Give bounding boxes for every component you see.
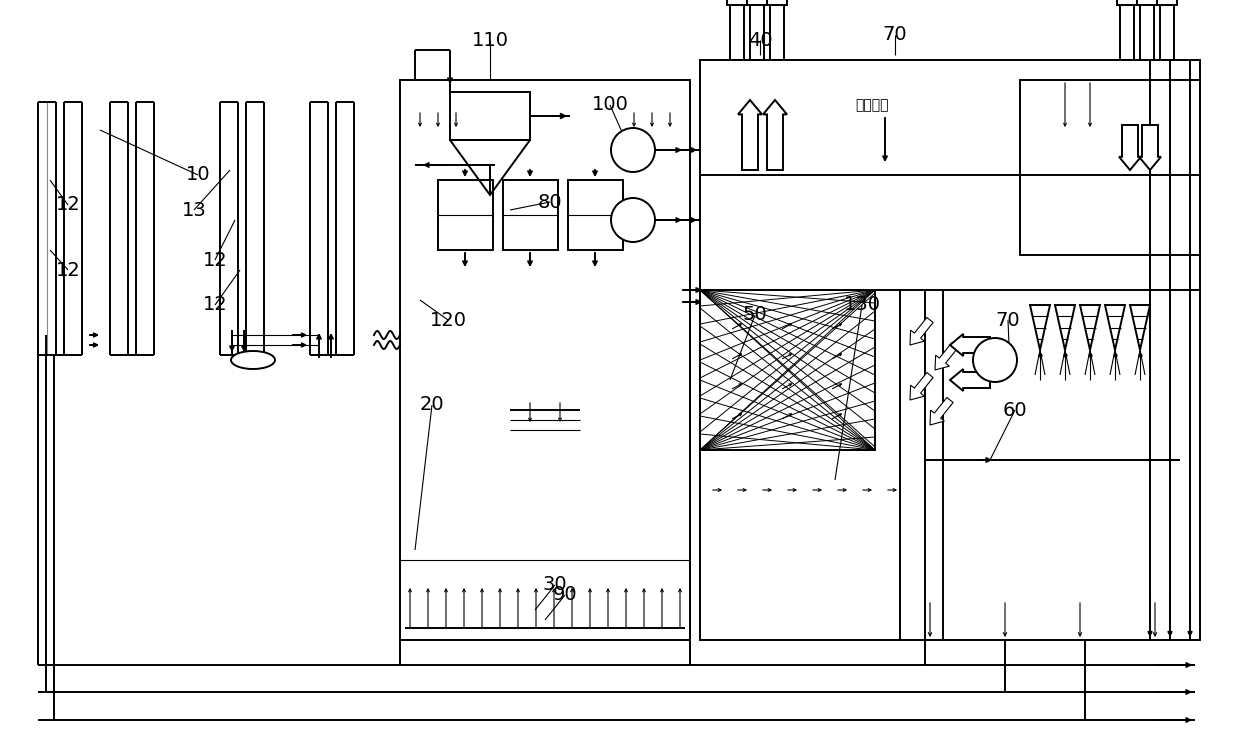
Polygon shape [930,398,954,425]
Text: 110: 110 [471,31,508,50]
Polygon shape [1118,125,1141,170]
Bar [1159,5,1174,60]
Circle shape [973,338,1017,382]
Text: 100: 100 [591,95,629,115]
Ellipse shape [231,351,275,369]
Polygon shape [910,317,934,345]
Bar [1120,5,1135,60]
Circle shape [611,128,655,172]
Bar [450,92,529,140]
Bar [568,180,622,250]
Bar [701,60,1200,640]
Bar [701,290,875,450]
Bar [730,5,744,60]
Text: 12: 12 [202,251,227,269]
Polygon shape [935,343,959,370]
Text: 50: 50 [743,305,768,325]
Polygon shape [1140,125,1161,170]
Text: 70: 70 [883,26,908,44]
Text: 12: 12 [56,196,81,214]
Text: 20: 20 [419,395,444,415]
Text: 10: 10 [186,166,211,184]
Text: 90: 90 [553,586,578,604]
Bar [746,0,768,5]
Text: 60: 60 [1003,400,1027,419]
Text: 80: 80 [538,193,562,211]
Bar [1140,5,1154,60]
Polygon shape [950,369,990,391]
Bar [503,180,558,250]
Text: 70: 70 [996,310,1021,329]
Bar [750,5,764,60]
Text: 40: 40 [748,31,773,50]
Circle shape [611,198,655,242]
Text: 130: 130 [843,296,880,314]
Bar [438,180,494,250]
Text: 120: 120 [429,310,466,329]
Polygon shape [738,100,763,170]
Text: 12: 12 [202,296,227,314]
Polygon shape [910,373,934,400]
Bar [1137,0,1157,5]
Bar [401,80,689,640]
Bar [1157,0,1177,5]
Bar [770,5,784,60]
Text: 新水补充: 新水补充 [856,98,889,112]
Bar [727,0,746,5]
Bar [1021,80,1200,255]
Text: 12: 12 [56,260,81,280]
Bar [1117,0,1137,5]
Bar [768,0,787,5]
Polygon shape [950,334,990,356]
Text: 30: 30 [543,575,568,595]
Text: 13: 13 [181,200,206,220]
Polygon shape [763,100,787,170]
